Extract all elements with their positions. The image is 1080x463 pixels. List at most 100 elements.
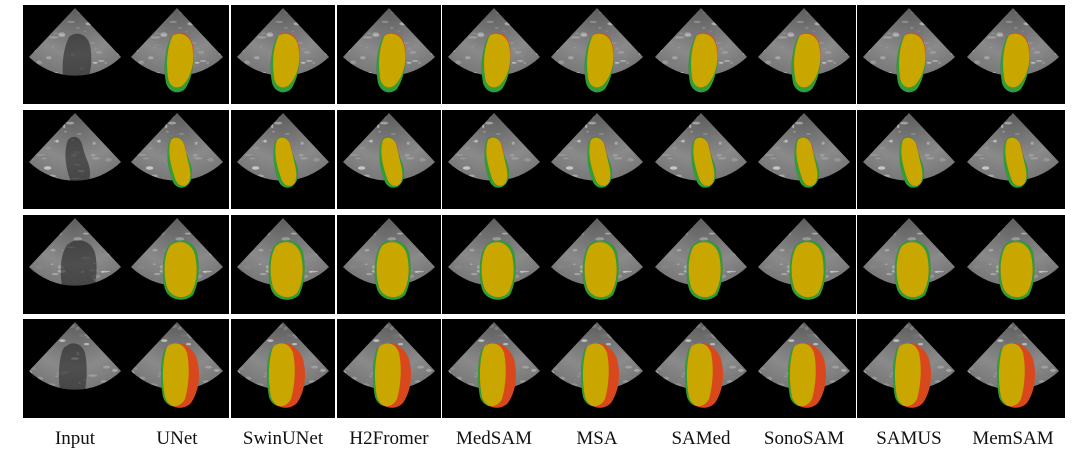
- ultrasound-frame: [545, 215, 649, 314]
- ultrasound-frame: [125, 319, 229, 418]
- ultrasound-image: [752, 319, 856, 418]
- ultrasound-frame: [231, 319, 335, 418]
- overlap-mask: [693, 137, 715, 186]
- ultrasound-image: [545, 110, 649, 209]
- ultrasound-image: [337, 5, 441, 104]
- ultrasound-image: [337, 215, 441, 314]
- overlap-mask: [1000, 242, 1033, 298]
- ultrasound-image: [857, 215, 961, 314]
- overlap-mask: [796, 137, 818, 186]
- ultrasound-image: [545, 215, 649, 314]
- overlap-mask: [162, 343, 189, 407]
- ultrasound-image: [231, 110, 335, 209]
- ultrasound-image: [649, 110, 753, 209]
- ultrasound-image: [125, 215, 229, 314]
- overlap-mask: [789, 343, 816, 407]
- ultrasound-image: [125, 319, 229, 418]
- overlap-mask: [1005, 137, 1027, 186]
- ultrasound-image: [961, 215, 1065, 314]
- ultrasound-frame: [961, 215, 1065, 314]
- column-label: Input: [54, 428, 96, 449]
- column-label: MSA: [576, 428, 618, 449]
- overlap-mask: [273, 33, 300, 88]
- ultrasound-image: [857, 319, 961, 418]
- ultrasound-image: [857, 5, 961, 104]
- overlap-mask: [270, 242, 303, 298]
- ultrasound-image: [125, 5, 229, 104]
- column-label: SAMUS: [876, 428, 942, 449]
- ultrasound-image: [23, 110, 127, 209]
- ultrasound-image: [231, 319, 335, 418]
- ultrasound-frame: [649, 215, 753, 314]
- overlap-mask: [998, 343, 1025, 407]
- ultrasound-frame: [649, 110, 753, 209]
- column-label: SAMed: [671, 428, 731, 449]
- overlap-mask: [589, 137, 611, 186]
- ultrasound-frame: [442, 319, 546, 418]
- column-label: MedSAM: [455, 428, 532, 449]
- overlap-mask: [486, 137, 508, 186]
- column-label: UNet: [156, 428, 198, 449]
- ultrasound-frame: [857, 110, 961, 209]
- overlap-mask: [379, 33, 406, 88]
- ultrasound-frame: [231, 110, 335, 209]
- ultrasound-image: [337, 110, 441, 209]
- overlap-mask: [167, 33, 194, 88]
- ultrasound-frame: [545, 110, 649, 209]
- overlap-mask: [169, 137, 191, 186]
- ultrasound-frame: [337, 319, 441, 418]
- ultrasound-frame: [442, 215, 546, 314]
- ultrasound-frame: [23, 215, 127, 314]
- ultrasound-image: [752, 110, 856, 209]
- ultrasound-image: [545, 319, 649, 418]
- overlap-mask: [164, 242, 197, 298]
- ultrasound-image: [125, 110, 229, 209]
- overlap-mask: [484, 33, 511, 88]
- ultrasound-frame: [231, 5, 335, 104]
- ultrasound-image: [961, 5, 1065, 104]
- ultrasound-frame: [125, 110, 229, 209]
- overlap-mask: [691, 33, 718, 88]
- overlap-mask: [894, 343, 921, 407]
- ultrasound-image: [442, 110, 546, 209]
- overlap-mask: [686, 343, 713, 407]
- ultrasound-image: [442, 5, 546, 104]
- ultrasound-image: [649, 5, 753, 104]
- ultrasound-image: [649, 319, 753, 418]
- column-label: H2Fromer: [349, 428, 429, 449]
- ultrasound-image: [23, 5, 127, 104]
- ultrasound-image: [231, 5, 335, 104]
- ultrasound-image: [23, 319, 127, 418]
- ultrasound-frame: [752, 319, 856, 418]
- ultrasound-frame: [649, 5, 753, 104]
- ultrasound-frame: [961, 319, 1065, 418]
- ultrasound-image: [231, 215, 335, 314]
- ultrasound-image: [961, 110, 1065, 209]
- overlap-mask: [901, 137, 923, 186]
- overlap-mask: [794, 33, 821, 88]
- ultrasound-image: [545, 5, 649, 104]
- ultrasound-frame: [125, 215, 229, 314]
- column-label: SonoSAM: [763, 428, 845, 449]
- overlap-mask: [584, 242, 617, 298]
- overlap-mask: [268, 343, 295, 407]
- overlap-mask: [381, 137, 403, 186]
- ultrasound-frame: [752, 215, 856, 314]
- column-label: MemSAM: [972, 428, 1054, 449]
- overlap-mask: [275, 137, 297, 186]
- overlap-mask: [587, 33, 614, 88]
- overlap-mask: [688, 242, 721, 298]
- overlap-mask: [376, 242, 409, 298]
- ultrasound-image: [442, 215, 546, 314]
- ultrasound-frame: [545, 319, 649, 418]
- overlap-mask: [896, 242, 929, 298]
- ultrasound-frame: [337, 110, 441, 209]
- ultrasound-image: [23, 215, 127, 314]
- ultrasound-image: [442, 319, 546, 418]
- overlap-mask: [899, 33, 926, 88]
- ultrasound-frame: [961, 5, 1065, 104]
- ultrasound-frame: [649, 319, 753, 418]
- overlap-mask: [1003, 33, 1030, 88]
- ultrasound-image: [649, 215, 753, 314]
- ultrasound-frame: [337, 215, 441, 314]
